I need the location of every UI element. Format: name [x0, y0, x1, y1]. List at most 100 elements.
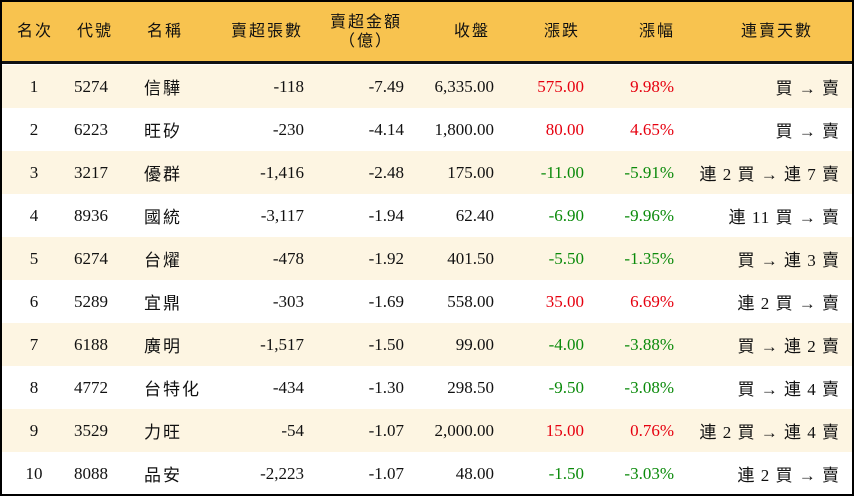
cell-pct: -9.96% [624, 205, 674, 225]
cell-amount: -4.14 [368, 119, 404, 139]
cell-close: 175.00 [447, 162, 494, 182]
cell-close: 48.00 [455, 463, 494, 483]
cell-shares: -1,416 [260, 162, 304, 182]
cell-close: 401.50 [447, 248, 494, 268]
cell-close: 62.40 [455, 205, 494, 225]
cell-rank: 2 [29, 119, 39, 139]
table-row: 2 6223 旺矽 -230 -4.14 1,800.00 80.00 4.65% 買 → 賣 [2, 108, 852, 151]
cell-pct: 6.69% [630, 291, 674, 311]
cell-pct: -3.88% [624, 334, 674, 354]
header-amount-line1: 賣超金額 [329, 13, 402, 31]
cell-streak: 連 2 買 → 連 4 賣 [699, 423, 840, 442]
header-name: 名稱 [146, 23, 183, 40]
cell-shares: -2,223 [260, 463, 304, 483]
header-amount: 賣超金額 （億） [320, 2, 412, 61]
cell-change: -11.00 [540, 162, 584, 182]
table-row: 9 3529 力旺 -54 -1.07 2,000.00 15.00 0.76% 連 2 買 →… [2, 409, 852, 452]
cell-code: 5274 [74, 76, 108, 96]
cell-rank: 8 [29, 377, 39, 397]
cell-shares: -434 [272, 377, 304, 397]
cell-close: 99.00 [455, 334, 494, 354]
cell-amount: -7.49 [368, 76, 404, 96]
table-row: 3 3217 優群 -1,416 -2.48 175.00 -11.00 -5.91% 連 2 … [2, 151, 852, 194]
header-change: 漲跌 [543, 23, 580, 40]
header-rank: 名次 [16, 23, 53, 40]
cell-streak: 連 2 買 → 連 7 賣 [699, 165, 840, 184]
cell-pct: 4.65% [630, 119, 674, 139]
cell-shares: -3,117 [260, 205, 304, 225]
cell-amount: -1.07 [368, 420, 404, 440]
cell-name: 旺矽 [144, 122, 182, 141]
cell-code: 8936 [74, 205, 108, 225]
cell-pct: 9.98% [630, 76, 674, 96]
cell-streak: 買 → 賣 [775, 79, 840, 98]
cell-rank: 5 [29, 248, 39, 268]
cell-code: 6223 [74, 119, 108, 139]
cell-amount: -1.94 [368, 205, 404, 225]
cell-amount: -1.30 [368, 377, 404, 397]
cell-rank: 1 [29, 76, 39, 96]
header-close: 收盤 [453, 23, 490, 40]
cell-streak: 連 11 買 → 賣 [728, 208, 840, 227]
cell-shares: -54 [281, 420, 304, 440]
table-row: 1 5274 信驊 -118 -7.49 6,335.00 575.00 9.98% 買 → 賣 [2, 65, 852, 108]
cell-close: 6,335.00 [434, 76, 495, 96]
cell-shares: -230 [272, 119, 304, 139]
cell-amount: -1.50 [368, 334, 404, 354]
table-row: 10 8088 品安 -2,223 -1.07 48.00 -1.50 -3.03% 連 2 買… [2, 452, 852, 495]
cell-rank: 10 [25, 463, 43, 483]
header-streak: 連賣天數 [740, 23, 813, 40]
cell-code: 6188 [74, 334, 108, 354]
header-code: 代號 [76, 23, 113, 40]
cell-close: 1,800.00 [434, 119, 495, 139]
cell-code: 5289 [74, 291, 108, 311]
table-header: 名次 代號 名稱 賣超張數 賣超金額 （億） 收盤 漲跌 漲幅 連賣天數 [2, 2, 852, 64]
cell-name: 品安 [144, 466, 182, 485]
cell-rank: 4 [29, 205, 39, 225]
cell-pct: -3.03% [624, 463, 674, 483]
cell-pct: -3.08% [624, 377, 674, 397]
cell-change: -9.50 [548, 377, 584, 397]
cell-rank: 7 [29, 334, 39, 354]
cell-change: 575.00 [537, 76, 584, 96]
cell-amount: -1.69 [368, 291, 404, 311]
cell-name: 廣明 [144, 337, 182, 356]
cell-name: 國統 [144, 208, 182, 227]
cell-code: 4772 [74, 377, 108, 397]
cell-rank: 6 [29, 291, 39, 311]
cell-streak: 買 → 連 4 賣 [737, 380, 840, 399]
cell-code: 3529 [74, 420, 108, 440]
cell-amount: -1.92 [368, 248, 404, 268]
cell-change: -5.50 [548, 248, 584, 268]
table-row: 7 6188 廣明 -1,517 -1.50 99.00 -4.00 -3.88% 買 → 連 … [2, 323, 852, 366]
cell-change: -4.00 [548, 334, 584, 354]
cell-shares: -478 [272, 248, 304, 268]
cell-name: 台特化 [144, 380, 201, 399]
cell-streak: 連 2 買 → 賣 [737, 466, 840, 485]
header-amount-line2: （億） [338, 32, 393, 50]
cell-code: 6274 [74, 248, 108, 268]
cell-streak: 買 → 連 2 賣 [737, 337, 840, 356]
cell-pct: -1.35% [624, 248, 674, 268]
cell-name: 台燿 [144, 251, 182, 270]
cell-change: -6.90 [548, 205, 584, 225]
cell-streak: 買 → 賣 [775, 122, 840, 141]
cell-streak: 連 2 買 → 賣 [737, 294, 840, 313]
cell-rank: 3 [29, 162, 39, 182]
table-row: 8 4772 台特化 -434 -1.30 298.50 -9.50 -3.08% 買 → 連 … [2, 366, 852, 409]
cell-rank: 9 [29, 420, 39, 440]
cell-shares: -303 [272, 291, 304, 311]
cell-change: 35.00 [545, 291, 584, 311]
table-row: 6 5289 宜鼎 -303 -1.69 558.00 35.00 6.69% 連 2 買 → … [2, 280, 852, 323]
cell-name: 信驊 [144, 79, 182, 98]
cell-name: 優群 [144, 165, 182, 184]
cell-name: 力旺 [144, 423, 182, 442]
cell-change: 15.00 [545, 420, 584, 440]
cell-code: 3217 [74, 162, 108, 182]
header-shares: 賣超張數 [230, 23, 303, 40]
cell-shares: -1,517 [260, 334, 304, 354]
table-row: 5 6274 台燿 -478 -1.92 401.50 -5.50 -1.35% 買 → 連 3… [2, 237, 852, 280]
cell-pct: -5.91% [624, 162, 674, 182]
cell-code: 8088 [74, 463, 108, 483]
